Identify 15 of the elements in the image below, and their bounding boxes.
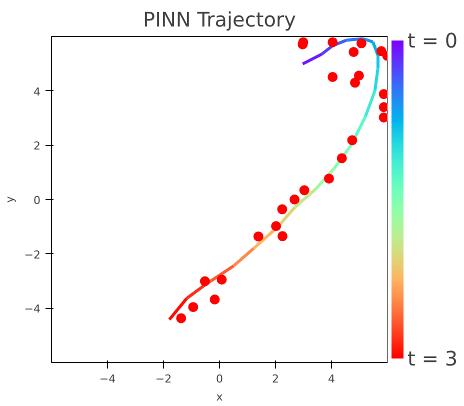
x-tick-label: 4 [328, 372, 335, 386]
y-tick-label: 0 [34, 194, 40, 207]
x-tick-label: 2 [272, 372, 279, 386]
x-axis-title: x [216, 390, 224, 404]
chart-title: PINN Trajectory [143, 8, 296, 32]
x-tick-label: −2 [155, 372, 172, 386]
y-axis-title: y [3, 196, 16, 203]
color-bar-label: t = 0 [408, 28, 458, 52]
y-tick-label: 4 [34, 85, 40, 98]
y-tick-label: −4 [24, 302, 41, 316]
color-bar-label: t = 3 [408, 346, 458, 370]
y-tick-label: 2 [34, 140, 40, 153]
y-tick-label: −2 [24, 248, 41, 262]
x-tick-label: −4 [99, 372, 116, 386]
x-tick-label: 0 [216, 372, 223, 386]
